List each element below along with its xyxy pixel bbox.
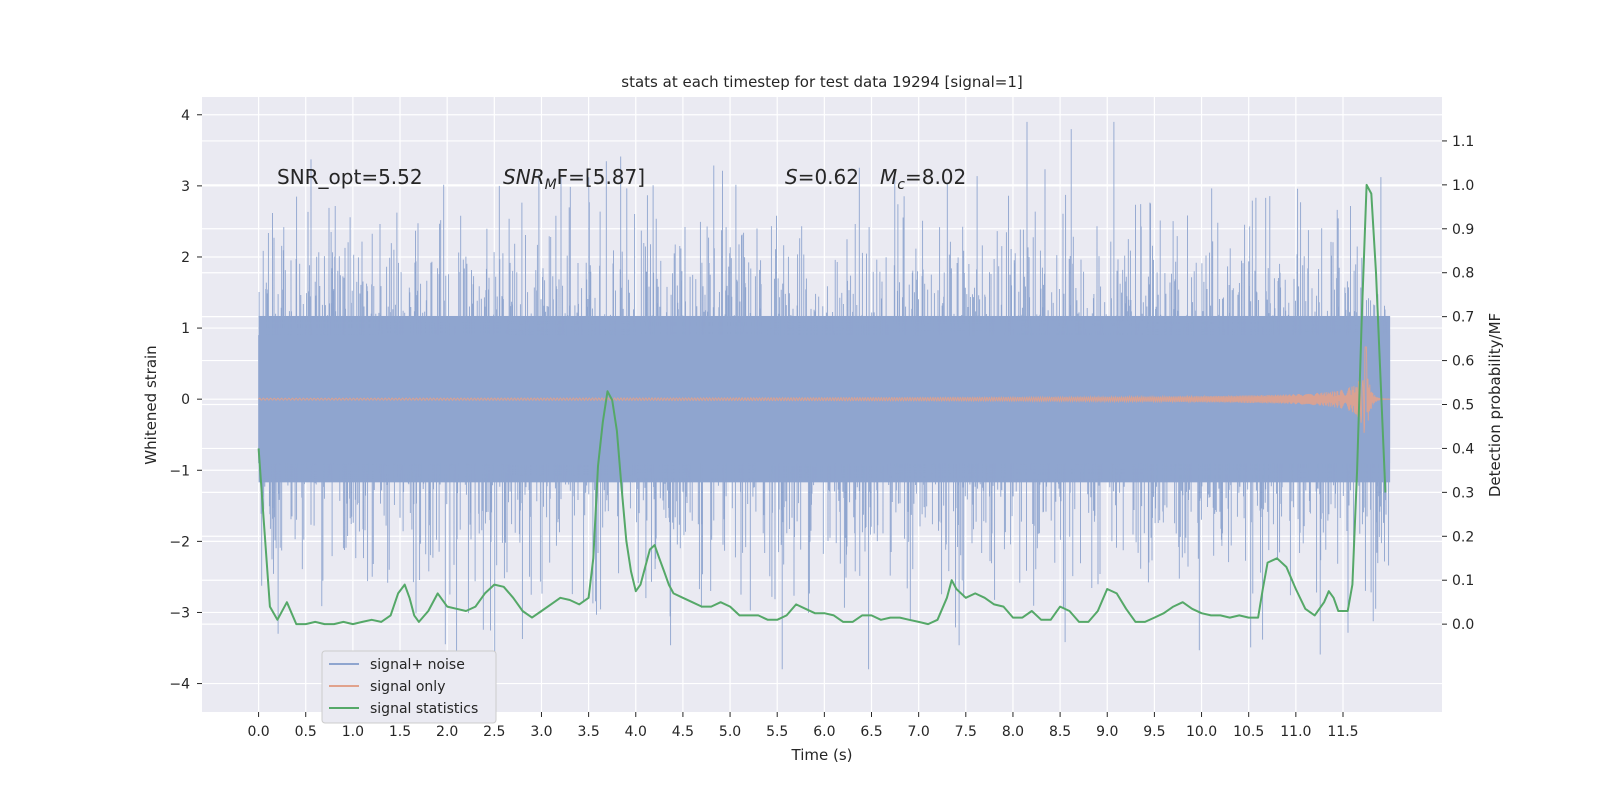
- x-tick-label: 3.0: [530, 724, 552, 740]
- chart-title: stats at each timestep for test data 192…: [621, 73, 1022, 91]
- annotation-snr-mf-value: F=[5.87]: [557, 165, 645, 189]
- legend-label-signal-statistics: signal statistics: [370, 701, 478, 717]
- y-right-tick-label: 0.1: [1452, 573, 1474, 589]
- x-tick-label: 0.0: [247, 724, 269, 740]
- x-tick-label: 5.0: [719, 724, 741, 740]
- x-tick-label: 9.0: [1096, 724, 1118, 740]
- annotation-mc: Mc=8.02: [880, 165, 966, 193]
- y-right-tick-label: 0.2: [1452, 529, 1474, 545]
- annotation-snr-opt: SNR_opt=5.52: [277, 165, 423, 189]
- y-tick-label: 1: [181, 321, 190, 337]
- x-tick-label: 0.5: [295, 724, 317, 740]
- x-tick-label: 4.5: [672, 724, 694, 740]
- y-tick-label: −2: [169, 534, 190, 550]
- x-tick-label: 3.5: [577, 724, 599, 740]
- x-tick-label: 8.5: [1049, 724, 1071, 740]
- annotation-snr-mf-sub: M: [545, 177, 557, 193]
- y-axis-right-label: Detection probability/MF: [1486, 313, 1504, 497]
- x-tick-label: 7.5: [955, 724, 977, 740]
- x-tick-label: 6.0: [813, 724, 835, 740]
- annotation-s-value: =0.62: [798, 165, 859, 189]
- signal-only-trace: [258, 346, 1391, 433]
- y-tick-label: −1: [169, 463, 190, 479]
- y-tick-label: −3: [169, 605, 190, 621]
- series-signal-only: [258, 346, 1391, 433]
- legend-label-signal-only: signal only: [370, 679, 445, 695]
- y-axis-label: Whitened strain: [142, 345, 160, 464]
- x-axis-label: Time (s): [791, 746, 853, 764]
- x-tick-label: 9.5: [1143, 724, 1165, 740]
- y-tick-label: 0: [181, 392, 190, 408]
- x-tick-label: 11.0: [1280, 724, 1311, 740]
- x-tick-label: 10.5: [1233, 724, 1264, 740]
- x-tick-label: 2.0: [436, 724, 458, 740]
- x-tick-label: 6.5: [860, 724, 882, 740]
- y-right-tick-label: 1.0: [1452, 178, 1474, 194]
- y-right-tick-label: 0.3: [1452, 485, 1474, 501]
- annotation-mc-label: M: [880, 165, 897, 189]
- x-tick-label: 4.0: [625, 724, 647, 740]
- x-tick-label: 7.0: [908, 724, 930, 740]
- y-tick-label: 3: [181, 179, 190, 195]
- legend: signal+ noise signal only signal statist…: [321, 650, 497, 724]
- y-right-tick-label: 0.7: [1452, 310, 1474, 326]
- annotation-s: S=0.62: [785, 165, 859, 189]
- series-signal-statistics: [257, 183, 1387, 626]
- annotation-snr-mf-label: SNR: [503, 165, 545, 189]
- signal-statistics-line: [257, 183, 1387, 626]
- y-right-tick-label: 0.5: [1452, 398, 1474, 414]
- y-right-tick-label: 1.1: [1452, 134, 1474, 150]
- x-tick-label: 5.5: [766, 724, 788, 740]
- x-tick-label: 2.5: [483, 724, 505, 740]
- y-right-tick-label: 0.4: [1452, 441, 1474, 457]
- x-tick-label: 1.0: [342, 724, 364, 740]
- y-tick-label: 2: [181, 250, 190, 266]
- y-tick-label: −4: [169, 677, 190, 693]
- y-right-tick-label: 0.8: [1452, 266, 1474, 282]
- y-tick-label: 4: [181, 108, 190, 124]
- y-right-tick-label: 0.0: [1452, 617, 1474, 633]
- legend-label-signal-noise: signal+ noise: [370, 657, 465, 673]
- annotation-snr-mf: SNRMF=[5.87]: [503, 165, 645, 193]
- legend-box: [321, 650, 497, 724]
- annotation-mc-sub: c: [897, 177, 905, 193]
- annotation-s-label: S: [785, 165, 798, 189]
- y-right-tick-label: 0.6: [1452, 354, 1474, 370]
- x-tick-label: 11.5: [1327, 724, 1358, 740]
- x-tick-label: 1.5: [389, 724, 411, 740]
- x-tick-label: 10.0: [1186, 724, 1217, 740]
- x-tick-label: 8.0: [1002, 724, 1024, 740]
- annotation-mc-value: =8.02: [905, 165, 966, 189]
- y-right-tick-label: 0.9: [1452, 222, 1474, 238]
